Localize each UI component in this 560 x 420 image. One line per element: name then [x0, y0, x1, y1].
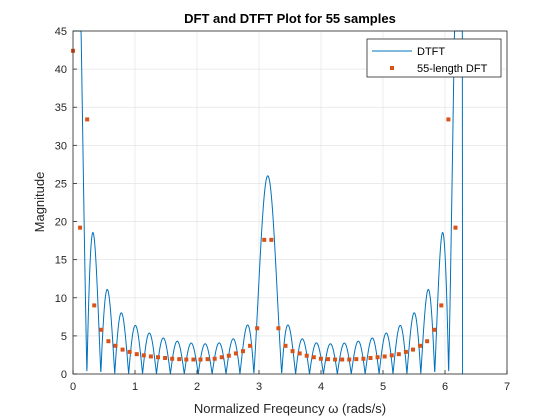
dft-point	[368, 355, 373, 360]
legend: DTFT 55-length DFT	[366, 38, 502, 78]
dft-point	[85, 117, 90, 122]
x-tick-label: 2	[194, 381, 200, 393]
y-tick-label: 0	[61, 369, 67, 381]
dft-point	[240, 349, 245, 354]
legend-dft-label: 55-length DFT	[417, 63, 488, 75]
dft-point	[304, 353, 309, 358]
dft-point	[325, 357, 330, 362]
dft-point	[375, 355, 380, 360]
x-tick-label: 1	[132, 381, 138, 393]
dft-point	[446, 117, 451, 122]
dft-point	[453, 225, 458, 230]
dft-point	[354, 357, 359, 362]
y-tick-label: 40	[55, 64, 67, 76]
y-tick-label: 5	[61, 331, 67, 343]
dft-point	[340, 357, 345, 362]
series-layer	[71, 30, 464, 375]
dft-point	[99, 327, 104, 332]
y-tick-label: 15	[55, 255, 67, 267]
dft-point	[212, 356, 217, 361]
dft-point	[233, 351, 238, 356]
y-tick-label: 20	[55, 217, 67, 229]
x-tick-label: 5	[380, 381, 386, 393]
dft-point	[382, 354, 387, 359]
dft-point	[248, 343, 253, 348]
dft-point	[410, 347, 415, 352]
dft-point	[283, 343, 288, 348]
dft-point	[262, 237, 267, 242]
dft-point	[311, 355, 316, 360]
dft-point	[269, 237, 274, 242]
dtft-series-line	[73, 30, 464, 375]
y-tick-label: 45	[55, 26, 67, 38]
dft-point	[297, 351, 302, 356]
y-tick-label: 10	[55, 293, 67, 305]
dft-point	[347, 357, 352, 362]
dft-point	[127, 349, 132, 354]
dft-point	[177, 357, 182, 362]
dft-point	[205, 357, 210, 362]
dft-point	[439, 303, 444, 308]
dft-point	[389, 353, 394, 358]
y-tick-label: 35	[55, 102, 67, 114]
dft-point	[318, 356, 323, 361]
dft-point	[78, 225, 83, 230]
y-axis-label: Magnitude	[32, 172, 47, 233]
dft-point	[333, 357, 338, 362]
dft-point	[403, 349, 408, 354]
x-tick-label: 0	[70, 381, 76, 393]
y-tick-label: 30	[55, 140, 67, 152]
x-tick-label: 3	[256, 381, 262, 393]
dft-point	[113, 343, 118, 348]
chart-title: DFT and DTFT Plot for 55 samples	[184, 11, 396, 26]
y-tick-label: 25	[55, 178, 67, 190]
dft-point	[163, 355, 168, 360]
dft-point	[276, 326, 281, 331]
dft-point	[170, 356, 175, 361]
dft-point	[418, 343, 423, 348]
dft-point	[184, 357, 189, 362]
x-tick-label: 7	[504, 381, 510, 393]
x-tick-label: 4	[318, 381, 324, 393]
dft-point	[396, 352, 401, 357]
x-axis-label: Normalized Freqeuncy ω (rads/s)	[194, 401, 386, 416]
dft-point	[141, 353, 146, 358]
plot-area	[73, 31, 507, 374]
dft-point	[92, 303, 97, 308]
legend-dtft-label: DTFT	[417, 46, 445, 58]
dft-point	[156, 355, 160, 360]
dft-point	[361, 356, 366, 361]
legend-box	[366, 38, 502, 78]
dft-point	[255, 326, 260, 331]
dft-point	[226, 353, 231, 358]
axes-box	[72, 30, 508, 375]
dft-point	[219, 355, 224, 360]
dft-point	[120, 347, 125, 352]
dft-point	[191, 357, 196, 362]
dft-point	[148, 354, 153, 359]
dft-point	[425, 339, 430, 344]
legend-dft-marker-swatch	[390, 66, 394, 70]
dft-point	[106, 339, 111, 344]
dft-point	[432, 327, 437, 332]
dft-point	[134, 352, 139, 357]
x-tick-label: 6	[442, 381, 448, 393]
dft-point	[198, 357, 203, 362]
dft-point	[290, 349, 295, 354]
